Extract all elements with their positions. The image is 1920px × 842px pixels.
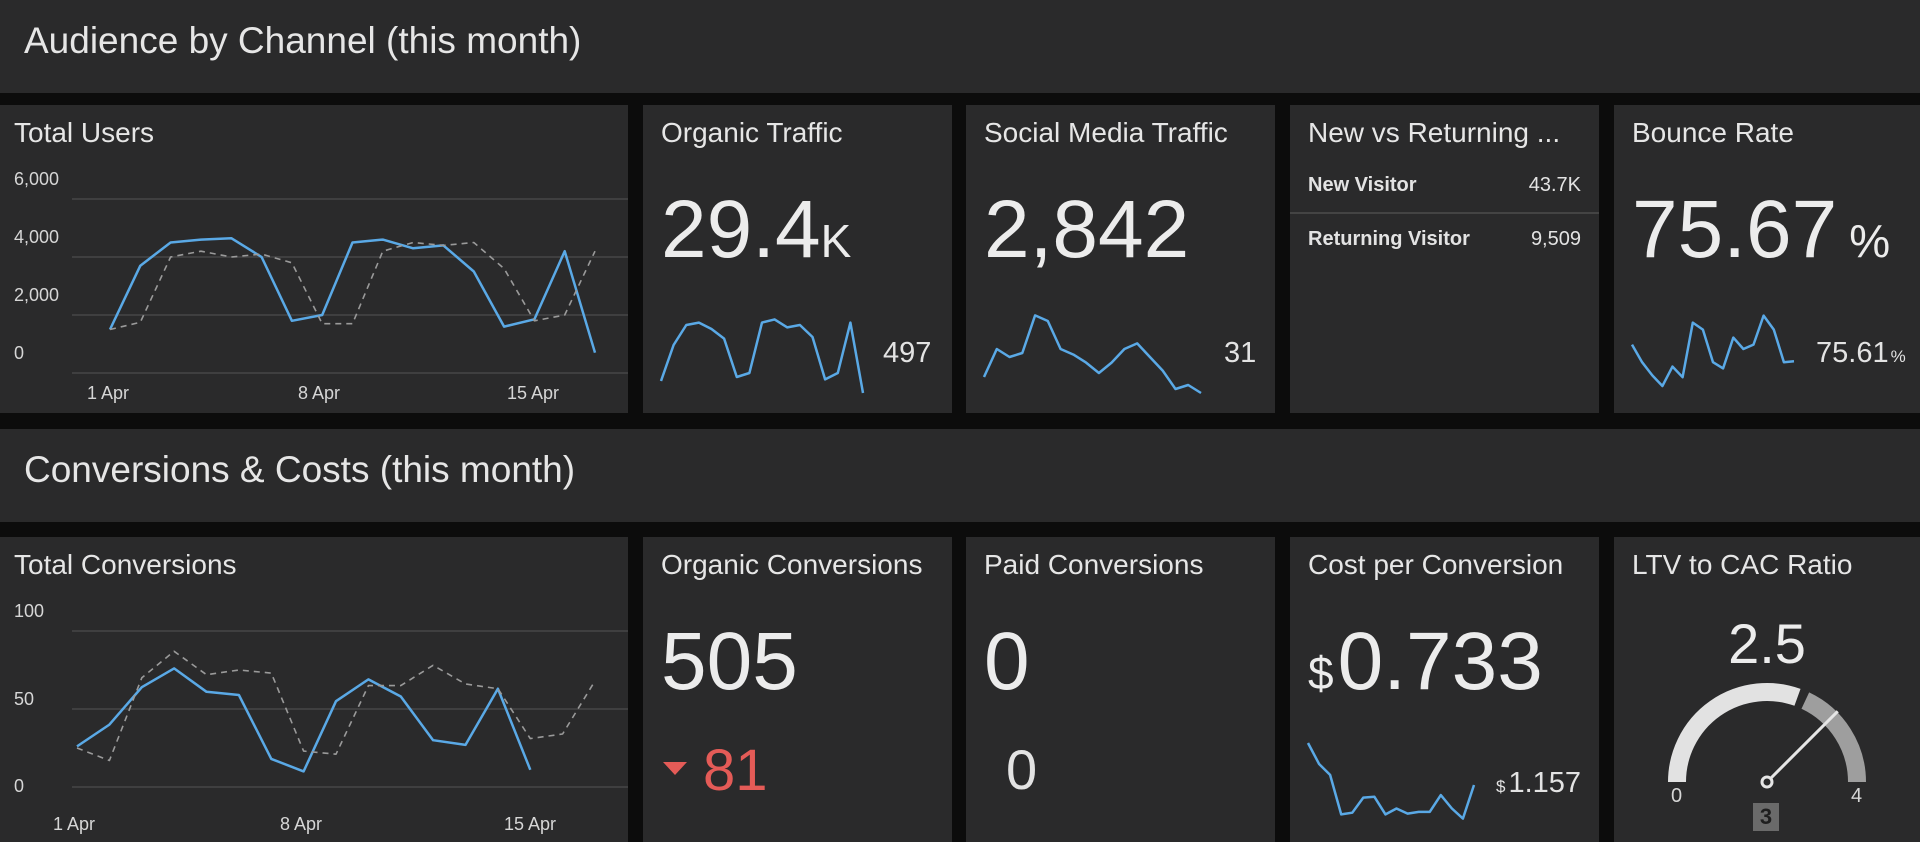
table-row[interactable]: New Visitor 43.7K (1308, 174, 1581, 212)
organic-traffic-tile[interactable]: Organic Traffic 29.4K 497 (643, 105, 952, 413)
x-tick-label: 1 Apr (87, 383, 130, 403)
cost-per-conversion-sparkline (1306, 742, 1476, 820)
sparkline (982, 314, 1202, 395)
organic-conversions-value: 505 (661, 616, 798, 707)
organic-traffic-sparkline (659, 318, 865, 394)
tile-title: Organic Conversions (661, 549, 923, 580)
gauge-needle (1765, 710, 1839, 784)
organic-traffic-previous-value: 497 (883, 337, 932, 369)
gauge-target-badge: 3 (1753, 803, 1779, 831)
x-tick-label: 15 Apr (504, 814, 557, 834)
currency-symbol: $ (1308, 647, 1334, 699)
gauge-remaining-arc (1801, 692, 1866, 783)
x-tick-label: 8 Apr (298, 383, 341, 403)
ltv-cac-gauge (1668, 683, 1866, 789)
cost-per-conversion-value: $0.733 (1308, 615, 1543, 709)
tile-title: Bounce Rate (1632, 117, 1794, 148)
value-unit: % (1849, 215, 1891, 267)
sparkline (1306, 742, 1476, 820)
gauge-max-label: 4 (1851, 785, 1863, 807)
total-conversions-chart (72, 630, 628, 788)
section-header-audience: Audience by Channel (this month) (0, 0, 1920, 93)
social-traffic-previous-value: 31 (1224, 337, 1257, 369)
gauge-needle-hub (1760, 775, 1774, 789)
gauge-value-arc (1668, 683, 1801, 783)
paid-conversions-value: 0 (984, 616, 1030, 707)
value-number: 0.733 (1337, 616, 1543, 707)
tile-title: Total Users (14, 117, 155, 148)
section-title: Conversions & Costs (this month) (24, 449, 576, 490)
paid-conversions-previous-value: 0 (1006, 738, 1038, 801)
tile-title: LTV to CAC Ratio (1632, 549, 1853, 580)
organic-conversions-tile[interactable]: Organic Conversions 505 81 (643, 537, 952, 842)
value-number: 75.67 (1632, 184, 1838, 275)
tile-title: Paid Conversions (984, 549, 1204, 580)
organic-traffic-value: 29.4K (661, 183, 851, 277)
x-tick-label: 1 Apr (53, 814, 96, 834)
y-tick-label: 2,000 (14, 285, 60, 305)
side-number: 1.157 (1508, 767, 1582, 799)
y-tick-label: 6,000 (14, 169, 60, 189)
tile-title: New vs Returning ... (1308, 117, 1561, 148)
new-vs-returning-tile[interactable]: New vs Returning ... New Visitor 43.7K R… (1290, 105, 1599, 413)
side-number: 75.61 (1816, 337, 1889, 369)
table-row[interactable]: Returning Visitor 9,509 (1308, 228, 1581, 266)
total-users-chart (72, 198, 628, 374)
social-traffic-tile[interactable]: Social Media Traffic 2,842 31 (966, 105, 1275, 413)
series-current-line (108, 236, 597, 354)
tile-title: Organic Traffic (661, 117, 843, 148)
sparkline (1630, 314, 1795, 388)
row-label: Returning Visitor (1308, 228, 1470, 250)
y-tick-label: 100 (14, 601, 45, 621)
total-conversions-tile[interactable]: Total Conversions 100 50 0 1 Apr 8 Apr 1… (0, 537, 628, 842)
gauge-min-label: 0 (1671, 785, 1683, 807)
row-value: 43.7K (1528, 174, 1581, 196)
tile-title: Total Conversions (14, 549, 237, 580)
tile-title: Cost per Conversion (1308, 549, 1564, 580)
social-traffic-value: 2,842 (984, 184, 1190, 275)
side-currency: $ (1496, 777, 1506, 796)
x-tick-label: 15 Apr (507, 383, 560, 403)
x-tick-label: 8 Apr (280, 814, 323, 834)
side-unit: % (1890, 347, 1906, 366)
series-previous-line (76, 650, 596, 762)
bounce-rate-previous-value: 75.61% (1816, 337, 1906, 370)
value-unit: K (820, 215, 852, 267)
y-tick-label: 0 (14, 776, 25, 796)
y-tick-label: 4,000 (14, 227, 60, 247)
cost-per-conversion-tile[interactable]: Cost per Conversion $0.733 $1.157 (1290, 537, 1599, 842)
total-users-tile[interactable]: Total Users 6,000 4,000 2,000 0 1 Apr 8 … (0, 105, 628, 413)
y-tick-label: 50 (14, 689, 35, 709)
bounce-rate-tile[interactable]: Bounce Rate 75.67% 75.61% (1614, 105, 1920, 413)
row-value: 9,509 (1530, 228, 1581, 250)
sparkline (659, 318, 865, 394)
tile-title: Social Media Traffic (984, 117, 1228, 148)
ltv-cac-tile[interactable]: LTV to CAC Ratio 2.5 0 4 3 (1614, 537, 1920, 842)
row-divider (1290, 212, 1599, 214)
gauge-target-value: 3 (1759, 804, 1773, 829)
paid-conversions-tile[interactable]: Paid Conversions 0 0 (966, 537, 1275, 842)
bounce-rate-sparkline (1630, 314, 1795, 388)
value-number: 29.4 (661, 184, 821, 275)
cost-per-conversion-previous-value: $1.157 (1496, 767, 1581, 800)
delta-value: 81 (703, 738, 768, 803)
y-tick-label: 0 (14, 343, 25, 363)
series-current-line (76, 667, 532, 773)
row-label: New Visitor (1308, 174, 1417, 196)
organic-conversions-delta: 81 (663, 737, 768, 804)
social-traffic-sparkline (982, 314, 1202, 395)
section-header-conversions: Conversions & Costs (this month) (0, 429, 1920, 522)
arrow-down-icon (663, 762, 687, 776)
ltv-cac-value: 2.5 (1728, 612, 1806, 675)
section-title: Audience by Channel (this month) (24, 20, 582, 61)
series-previous-line (109, 241, 596, 331)
bounce-rate-value: 75.67% (1632, 183, 1890, 277)
